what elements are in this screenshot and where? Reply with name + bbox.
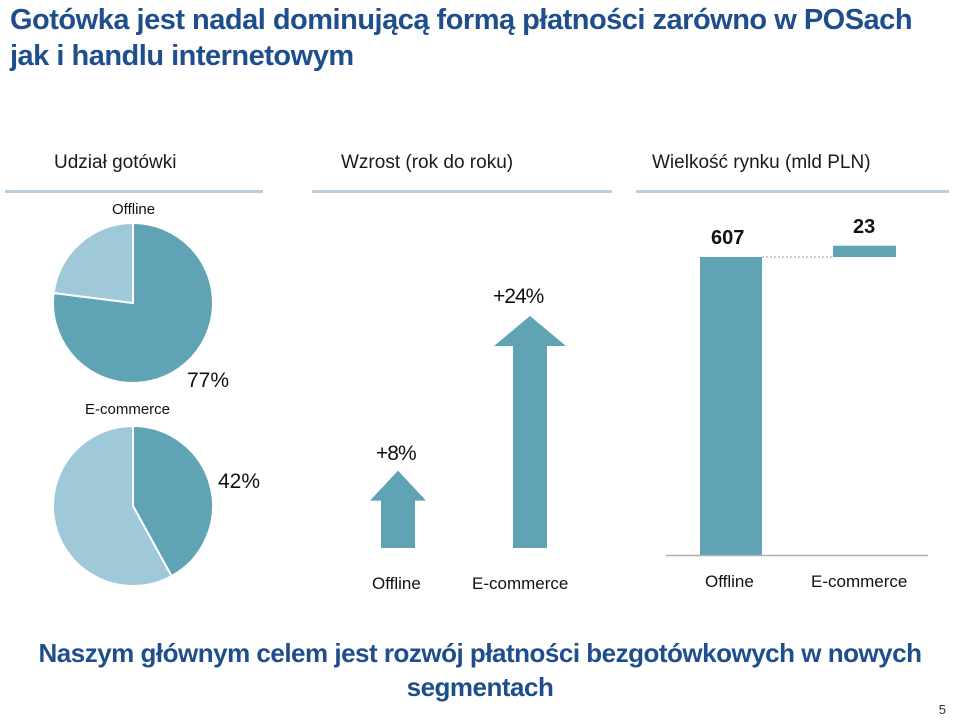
header-underline-cash bbox=[5, 190, 263, 193]
market-offline-category: Offline bbox=[705, 572, 754, 591]
market-ecommerce-value-label: 23 bbox=[853, 216, 876, 238]
growth-ecommerce-label: +24% bbox=[493, 285, 544, 308]
pie-ecommerce-value-label: 42% bbox=[218, 470, 261, 493]
pie-ecommerce-title: E-commerce bbox=[85, 401, 171, 418]
market-bar-offline bbox=[700, 257, 762, 555]
footer-message: Naszym głównym celem jest rozwój płatnoś… bbox=[38, 638, 922, 702]
header-cash-share: Udział gotówki bbox=[54, 152, 177, 173]
growth-offline-category: Offline bbox=[372, 574, 421, 593]
pie-ecommerce-slice-1 bbox=[52, 424, 173, 587]
page-number: 5 bbox=[938, 702, 946, 717]
pie-offline-value-label: 77% bbox=[187, 369, 230, 392]
growth-arrow-e-commerce bbox=[494, 316, 566, 548]
growth-offline-label: +8% bbox=[376, 442, 417, 465]
pie-offline-title: Offline bbox=[112, 201, 156, 218]
market-bar-ecommerce bbox=[833, 245, 896, 257]
header-growth: Wzrost (rok do roku) bbox=[341, 152, 514, 173]
market-offline-value-label: 607 bbox=[711, 227, 745, 249]
header-underline-growth bbox=[312, 190, 612, 193]
page-title: Gotówka jest nadal dominującą formą płat… bbox=[10, 4, 913, 72]
pie-ecommerce-slice-0 bbox=[132, 424, 214, 578]
header-market-size: Wielkość rynku (mld PLN) bbox=[652, 152, 871, 173]
pie-offline-slice-1 bbox=[52, 221, 134, 305]
header-underline-market bbox=[636, 190, 949, 193]
growth-ecommerce-category: E-commerce bbox=[472, 574, 569, 593]
market-ecommerce-category: E-commerce bbox=[811, 572, 908, 591]
growth-arrow-offline bbox=[370, 470, 426, 548]
